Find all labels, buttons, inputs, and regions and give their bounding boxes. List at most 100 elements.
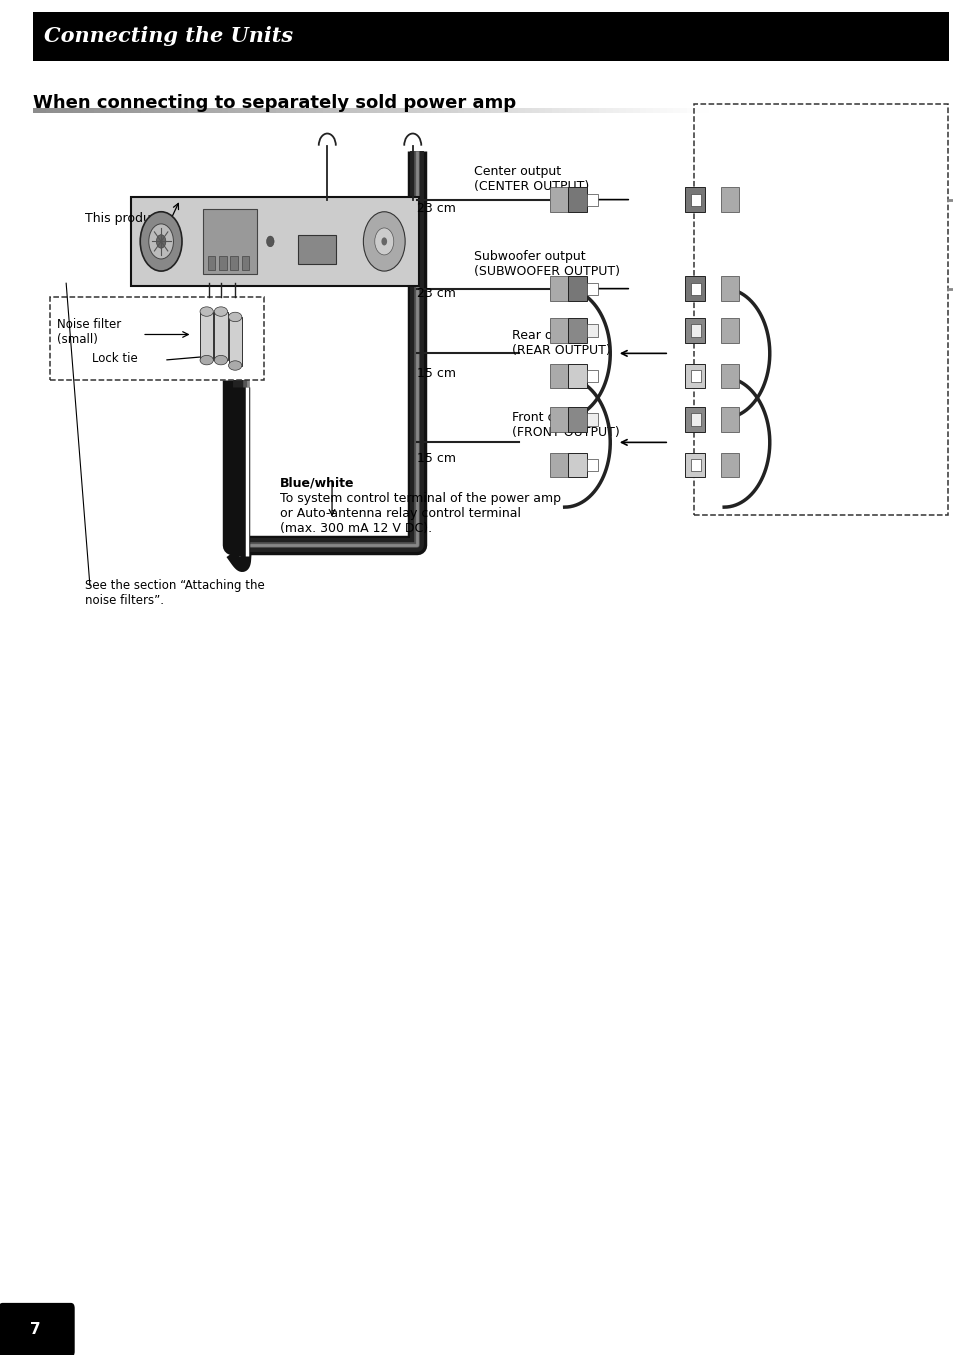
FancyBboxPatch shape bbox=[567, 408, 587, 432]
Circle shape bbox=[363, 211, 405, 271]
Text: 15 cm: 15 cm bbox=[417, 367, 456, 379]
FancyBboxPatch shape bbox=[549, 318, 567, 343]
FancyBboxPatch shape bbox=[416, 108, 425, 114]
FancyBboxPatch shape bbox=[684, 408, 704, 432]
FancyBboxPatch shape bbox=[565, 108, 574, 114]
FancyBboxPatch shape bbox=[587, 194, 597, 206]
FancyBboxPatch shape bbox=[471, 108, 479, 114]
FancyBboxPatch shape bbox=[60, 108, 69, 114]
FancyBboxPatch shape bbox=[203, 209, 256, 274]
FancyBboxPatch shape bbox=[684, 453, 704, 477]
Text: 23 cm: 23 cm bbox=[417, 202, 456, 215]
FancyBboxPatch shape bbox=[228, 108, 237, 114]
FancyBboxPatch shape bbox=[653, 108, 661, 114]
FancyBboxPatch shape bbox=[329, 108, 338, 114]
FancyBboxPatch shape bbox=[444, 108, 453, 114]
FancyBboxPatch shape bbox=[549, 408, 567, 432]
FancyBboxPatch shape bbox=[343, 108, 352, 114]
FancyBboxPatch shape bbox=[141, 108, 150, 114]
FancyBboxPatch shape bbox=[578, 108, 587, 114]
FancyBboxPatch shape bbox=[587, 413, 597, 425]
FancyBboxPatch shape bbox=[567, 318, 587, 343]
FancyBboxPatch shape bbox=[410, 108, 418, 114]
FancyBboxPatch shape bbox=[437, 108, 446, 114]
FancyBboxPatch shape bbox=[302, 108, 311, 114]
FancyBboxPatch shape bbox=[154, 108, 163, 114]
FancyBboxPatch shape bbox=[396, 108, 405, 114]
FancyBboxPatch shape bbox=[666, 108, 675, 114]
Text: Noise filter
(small): Noise filter (small) bbox=[56, 318, 121, 347]
FancyBboxPatch shape bbox=[93, 108, 102, 114]
FancyBboxPatch shape bbox=[504, 108, 513, 114]
FancyBboxPatch shape bbox=[289, 108, 297, 114]
FancyBboxPatch shape bbox=[491, 108, 499, 114]
FancyBboxPatch shape bbox=[720, 276, 739, 301]
FancyBboxPatch shape bbox=[208, 108, 216, 114]
FancyBboxPatch shape bbox=[567, 453, 587, 477]
FancyBboxPatch shape bbox=[646, 108, 655, 114]
Ellipse shape bbox=[229, 360, 241, 370]
FancyBboxPatch shape bbox=[370, 108, 378, 114]
FancyBboxPatch shape bbox=[200, 312, 213, 360]
FancyBboxPatch shape bbox=[659, 108, 668, 114]
FancyBboxPatch shape bbox=[231, 256, 238, 270]
FancyBboxPatch shape bbox=[451, 108, 459, 114]
FancyBboxPatch shape bbox=[242, 108, 251, 114]
Text: See the section “Attaching the
noise filters”.: See the section “Attaching the noise fil… bbox=[85, 579, 265, 607]
FancyBboxPatch shape bbox=[587, 459, 597, 472]
FancyBboxPatch shape bbox=[214, 108, 223, 114]
FancyBboxPatch shape bbox=[282, 108, 291, 114]
FancyBboxPatch shape bbox=[376, 108, 385, 114]
Ellipse shape bbox=[200, 306, 213, 316]
FancyBboxPatch shape bbox=[73, 108, 82, 114]
FancyBboxPatch shape bbox=[350, 108, 358, 114]
FancyBboxPatch shape bbox=[538, 108, 547, 114]
Ellipse shape bbox=[214, 355, 228, 364]
FancyBboxPatch shape bbox=[194, 108, 203, 114]
FancyBboxPatch shape bbox=[673, 108, 681, 114]
FancyBboxPatch shape bbox=[214, 312, 228, 360]
FancyBboxPatch shape bbox=[639, 108, 648, 114]
FancyBboxPatch shape bbox=[558, 108, 567, 114]
FancyBboxPatch shape bbox=[255, 108, 264, 114]
FancyBboxPatch shape bbox=[269, 108, 277, 114]
Text: This product: This product bbox=[85, 211, 163, 225]
FancyBboxPatch shape bbox=[336, 108, 345, 114]
FancyBboxPatch shape bbox=[134, 108, 143, 114]
Text: Center output
(CENTER OUTPUT): Center output (CENTER OUTPUT) bbox=[474, 164, 589, 192]
FancyBboxPatch shape bbox=[517, 108, 526, 114]
FancyBboxPatch shape bbox=[549, 453, 567, 477]
FancyBboxPatch shape bbox=[691, 459, 700, 472]
FancyBboxPatch shape bbox=[131, 196, 419, 286]
FancyBboxPatch shape bbox=[567, 276, 587, 301]
FancyBboxPatch shape bbox=[477, 108, 486, 114]
FancyBboxPatch shape bbox=[127, 108, 136, 114]
FancyBboxPatch shape bbox=[297, 234, 335, 264]
Text: Subwoofer output
(SUBWOOFER OUTPUT): Subwoofer output (SUBWOOFER OUTPUT) bbox=[474, 249, 619, 278]
FancyBboxPatch shape bbox=[457, 108, 466, 114]
FancyBboxPatch shape bbox=[356, 108, 365, 114]
FancyBboxPatch shape bbox=[235, 108, 244, 114]
FancyBboxPatch shape bbox=[464, 108, 473, 114]
FancyBboxPatch shape bbox=[208, 256, 215, 270]
Text: When connecting to separately sold power amp: When connecting to separately sold power… bbox=[33, 95, 516, 112]
FancyBboxPatch shape bbox=[0, 1304, 74, 1355]
FancyBboxPatch shape bbox=[87, 108, 95, 114]
FancyBboxPatch shape bbox=[484, 108, 493, 114]
FancyBboxPatch shape bbox=[572, 108, 580, 114]
FancyBboxPatch shape bbox=[585, 108, 594, 114]
FancyBboxPatch shape bbox=[188, 108, 196, 114]
FancyBboxPatch shape bbox=[120, 108, 129, 114]
FancyBboxPatch shape bbox=[249, 108, 257, 114]
FancyBboxPatch shape bbox=[168, 108, 176, 114]
FancyBboxPatch shape bbox=[625, 108, 634, 114]
Circle shape bbox=[266, 236, 274, 247]
Text: Front output
(FRONT OUTPUT): Front output (FRONT OUTPUT) bbox=[512, 412, 619, 439]
FancyBboxPatch shape bbox=[161, 108, 170, 114]
Ellipse shape bbox=[200, 355, 213, 364]
FancyBboxPatch shape bbox=[322, 108, 331, 114]
FancyBboxPatch shape bbox=[423, 108, 432, 114]
FancyBboxPatch shape bbox=[219, 256, 227, 270]
FancyBboxPatch shape bbox=[113, 108, 122, 114]
FancyBboxPatch shape bbox=[605, 108, 614, 114]
